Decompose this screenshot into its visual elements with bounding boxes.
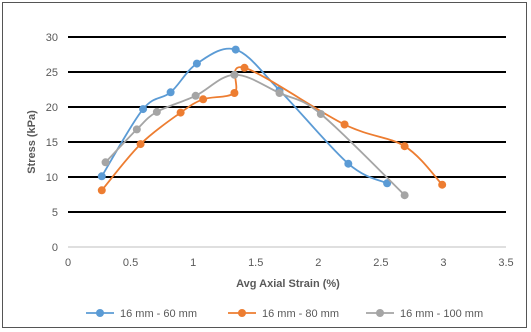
legend-marker	[96, 309, 104, 317]
data-point	[230, 70, 239, 79]
x-tick-label: 0.5	[123, 257, 138, 269]
data-point	[340, 120, 349, 129]
data-point	[316, 110, 325, 118]
x-tick-label: 0	[65, 257, 71, 269]
gridlines	[68, 36, 506, 248]
data-point	[97, 172, 106, 181]
x-axis-title: Avg Axial Strain (%)	[236, 278, 340, 290]
data-point	[101, 158, 110, 167]
x-tick-label: 1.5	[248, 257, 263, 269]
y-tick-label: 10	[46, 172, 58, 184]
y-tick-label: 5	[52, 207, 58, 219]
series-line	[101, 66, 443, 191]
y-tick-label: 25	[46, 67, 58, 79]
data-point	[199, 95, 208, 104]
data-point	[230, 89, 239, 97]
data-point	[400, 191, 409, 200]
x-tick-label: 1	[190, 257, 196, 269]
y-tick-labels: 0 5 10 15 20 25 30	[46, 32, 58, 254]
x-tick-label: 2	[315, 257, 321, 269]
legend-marker	[238, 309, 246, 317]
data-point	[97, 186, 106, 195]
legend-item: 16 mm - 80 mm	[228, 308, 339, 320]
data-point	[240, 63, 249, 72]
data-point	[231, 45, 240, 54]
legend: 16 mm - 60 mm 16 mm - 80 mm 16 mm - 100 mm	[86, 308, 483, 320]
data-point	[191, 91, 200, 100]
data-point	[166, 88, 175, 97]
series-1	[97, 45, 392, 188]
data-point	[383, 179, 392, 188]
legend-label: 16 mm - 100 mm	[400, 308, 483, 320]
series-3	[101, 70, 409, 200]
x-tick-label: 3	[440, 257, 446, 269]
y-tick-label: 0	[52, 242, 58, 254]
data-point	[400, 142, 409, 151]
legend-label: 16 mm - 60 mm	[120, 308, 197, 320]
series-group	[97, 45, 447, 200]
legend-item: 16 mm - 60 mm	[86, 308, 197, 320]
x-tick-label: 3.5	[498, 257, 513, 269]
y-tick-label: 20	[46, 102, 58, 114]
x-tick-labels: 0 0.5 1 1.5 2 2.5 3 3.5	[65, 257, 514, 269]
data-point	[192, 59, 201, 68]
legend-label: 16 mm - 80 mm	[262, 308, 339, 320]
data-point	[275, 89, 284, 97]
data-point	[152, 107, 161, 116]
x-tick-label: 2.5	[373, 257, 388, 269]
y-tick-label: 30	[46, 32, 58, 44]
chart-frame	[2, 2, 527, 328]
data-point	[136, 140, 145, 149]
y-axis-title: Stress (kPa)	[26, 110, 38, 174]
y-tick-label: 15	[46, 137, 58, 149]
data-point	[176, 108, 185, 117]
series-2	[97, 63, 447, 195]
data-point	[139, 105, 148, 114]
data-point	[344, 159, 353, 168]
data-point	[132, 125, 141, 134]
legend-item: 16 mm - 100 mm	[366, 308, 483, 320]
legend-marker	[376, 309, 384, 317]
data-point	[438, 180, 447, 189]
